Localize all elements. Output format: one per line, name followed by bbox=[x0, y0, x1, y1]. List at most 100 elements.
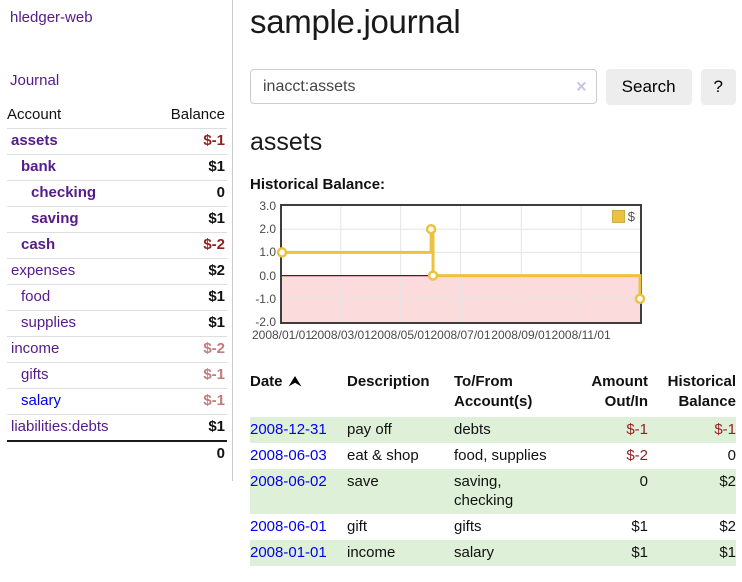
account-name-cell: expenses bbox=[7, 259, 150, 285]
register-header-label: To/From Account(s) bbox=[454, 373, 533, 410]
search-input[interactable] bbox=[250, 69, 597, 104]
transaction-date-link[interactable]: 2008-06-02 bbox=[250, 473, 327, 490]
account-link-liabilities-debts[interactable]: liabilities:debts bbox=[11, 418, 109, 435]
register-amount-cell: $1 bbox=[631, 544, 648, 561]
register-amount-cell: $-2 bbox=[626, 447, 648, 464]
account-row: assets $-1 bbox=[7, 128, 227, 155]
account-link-checking[interactable]: checking bbox=[31, 184, 97, 201]
x-tick-label: 2008/11/01 bbox=[551, 328, 611, 342]
account-link-assets[interactable]: assets bbox=[11, 132, 58, 149]
accounts-header-balance: Balance bbox=[170, 106, 225, 123]
account-row: expenses $2 bbox=[7, 258, 227, 285]
accounts-table: Account Balance assets $-1 bank $1 checking 0… bbox=[7, 103, 227, 467]
register-description-cell: income bbox=[347, 544, 396, 561]
account-name-cell: food bbox=[7, 285, 150, 311]
register-description-cell: pay off bbox=[347, 421, 392, 438]
register-description-cell: eat & shop bbox=[347, 447, 419, 464]
account-row: income $-2 bbox=[7, 336, 227, 363]
account-link-supplies[interactable]: supplies bbox=[21, 314, 77, 331]
register-header-label: Description bbox=[347, 373, 430, 390]
register-header-description: Description bbox=[347, 370, 454, 417]
transaction-date-link[interactable]: 2008-06-03 bbox=[250, 447, 327, 464]
account-balance: $1 bbox=[208, 314, 225, 331]
register-amount-cell: $-1 bbox=[626, 421, 648, 438]
account-name-cell: gifts bbox=[7, 363, 150, 389]
sidebar-item-journal[interactable]: Journal bbox=[10, 72, 60, 89]
account-row: bank $1 bbox=[7, 154, 227, 181]
register-header-label: Date bbox=[250, 373, 283, 390]
accounts-total-row: 0 bbox=[7, 441, 227, 467]
search-help-button[interactable]: ? bbox=[700, 69, 736, 105]
clear-search-icon[interactable]: × bbox=[576, 76, 587, 97]
transaction-date-link[interactable]: 2008-12-31 bbox=[250, 421, 327, 438]
account-name-cell: bank bbox=[7, 155, 150, 181]
account-row: saving $1 bbox=[7, 206, 227, 233]
account-link-expenses[interactable]: expenses bbox=[11, 262, 76, 279]
account-balance: $-2 bbox=[203, 236, 225, 253]
account-link-income[interactable]: income bbox=[11, 340, 60, 357]
accounts-header-account: Account bbox=[7, 106, 62, 123]
account-name-cell: income bbox=[7, 337, 150, 363]
register-header-accounts: To/From Account(s) bbox=[454, 370, 564, 417]
account-row: liabilities:debts $1 bbox=[7, 414, 227, 442]
register-balance-cell: $1 bbox=[719, 544, 736, 561]
register-row: 2008-12-31 pay off debts $-1 $-1 bbox=[250, 417, 736, 443]
search-form: × Search ? bbox=[250, 69, 736, 105]
register-accounts-cell: gifts bbox=[454, 518, 482, 535]
account-name-cell: salary bbox=[7, 389, 150, 415]
register-date-cell: 2008-06-03 bbox=[250, 443, 347, 469]
account-balance: $1 bbox=[208, 158, 225, 175]
account-row: gifts $-1 bbox=[7, 362, 227, 389]
account-link-salary[interactable]: salary bbox=[21, 392, 62, 409]
y-tick-label: -2.0 bbox=[255, 315, 276, 329]
x-tick-label: 2008/01/01 bbox=[251, 328, 313, 342]
register-description-cell: gift bbox=[347, 518, 368, 535]
account-balance: $1 bbox=[208, 418, 225, 435]
register-amount-cell: 0 bbox=[639, 473, 648, 490]
register-balance-cell: $2 bbox=[719, 473, 736, 490]
register-table-body: 2008-12-31 pay off debts $-1 $-1 2008-06-03 ea… bbox=[250, 417, 736, 566]
register-balance-cell: $-1 bbox=[714, 421, 736, 438]
app-title-link[interactable]: hledger-web bbox=[10, 9, 93, 26]
legend-label: $ bbox=[627, 209, 635, 224]
register-accounts-cell: food, supplies bbox=[454, 447, 547, 464]
search-box: × bbox=[250, 69, 597, 105]
register-table: Date Description To/From Account(s) Amount … bbox=[250, 370, 736, 566]
register-date-cell: 2008-12-31 bbox=[250, 417, 347, 443]
register-header-row: Date Description To/From Account(s) Amount … bbox=[250, 370, 736, 417]
y-tick-label: 2.0 bbox=[259, 222, 276, 237]
app: hledger-web Journal Account Balance asse… bbox=[0, 0, 742, 566]
register-row: 2008-06-02 save saving, checking 0 $2 bbox=[250, 469, 736, 514]
account-name-cell: supplies bbox=[7, 311, 150, 337]
register-header-amount: Amount Out/In bbox=[564, 370, 648, 417]
account-link-cash[interactable]: cash bbox=[21, 236, 56, 253]
sort-asc-icon bbox=[288, 373, 302, 393]
account-link-gifts[interactable]: gifts bbox=[21, 366, 49, 383]
account-balance: $-1 bbox=[203, 132, 225, 149]
register-description-cell: save bbox=[347, 473, 379, 490]
transaction-date-link[interactable]: 2008-06-01 bbox=[250, 518, 327, 535]
account-row: food $1 bbox=[7, 284, 227, 311]
account-name-cell: saving bbox=[7, 207, 150, 233]
chart-legend: $ bbox=[610, 209, 636, 224]
account-link-food[interactable]: food bbox=[21, 288, 51, 305]
register-amount-cell: $1 bbox=[631, 518, 648, 535]
account-link-bank[interactable]: bank bbox=[21, 158, 57, 175]
main-panel: sample.journal × Search ? assets Histori… bbox=[233, 0, 742, 566]
register-balance-cell: $2 bbox=[719, 518, 736, 535]
register-header-date[interactable]: Date bbox=[250, 370, 347, 417]
register-row: 2008-06-01 gift gifts $1 $2 bbox=[250, 514, 736, 540]
account-link-saving[interactable]: saving bbox=[31, 210, 79, 227]
register-accounts-cell: debts bbox=[454, 421, 491, 438]
sidebar: hledger-web Journal Account Balance asse… bbox=[0, 0, 233, 481]
search-button[interactable]: Search bbox=[605, 69, 692, 105]
account-balance: $2 bbox=[208, 262, 225, 279]
chart-plot-area[interactable]: $ bbox=[276, 204, 646, 324]
account-balance: $1 bbox=[208, 288, 225, 305]
chart-canvas bbox=[276, 206, 646, 322]
account-name-cell: liabilities:debts bbox=[7, 415, 150, 442]
transaction-date-link[interactable]: 2008-01-01 bbox=[250, 544, 327, 561]
account-row: salary $-1 bbox=[7, 388, 227, 415]
x-tick-label: 2008/07/01 bbox=[430, 328, 491, 342]
historical-balance-chart: $ 3.0 2.0 1.0 0.0 -1.0 -2.0 2008/01/01 2008/03… bbox=[250, 199, 736, 346]
